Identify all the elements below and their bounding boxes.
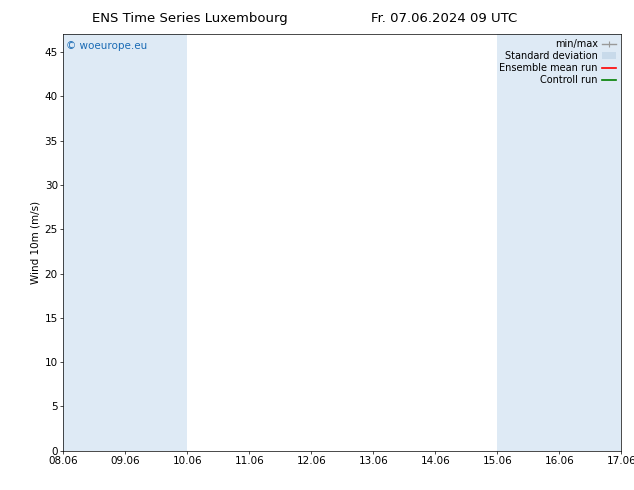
Bar <box>63 34 126 451</box>
Bar <box>621 34 634 451</box>
Bar <box>126 34 188 451</box>
Legend: min/max, Standard deviation, Ensemble mean run, Controll run: min/max, Standard deviation, Ensemble me… <box>498 37 618 87</box>
Bar <box>497 34 559 451</box>
Text: ENS Time Series Luxembourg: ENS Time Series Luxembourg <box>93 12 288 25</box>
Text: Fr. 07.06.2024 09 UTC: Fr. 07.06.2024 09 UTC <box>371 12 517 25</box>
Bar <box>559 34 621 451</box>
Text: © woeurope.eu: © woeurope.eu <box>66 41 148 50</box>
Y-axis label: Wind 10m (m/s): Wind 10m (m/s) <box>30 201 41 284</box>
